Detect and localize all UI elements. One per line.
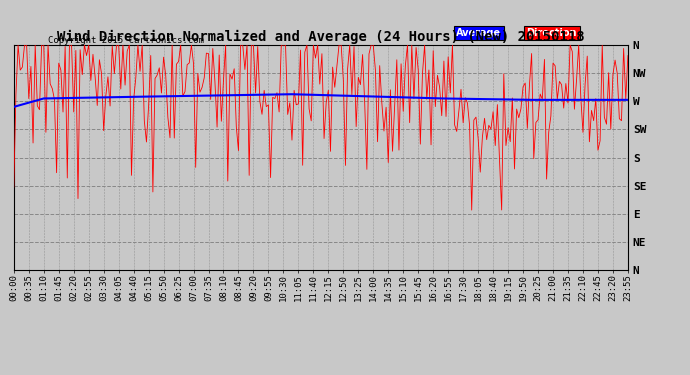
Text: Average: Average xyxy=(456,28,501,38)
Title: Wind Direction Normalized and Average (24 Hours) (New) 20150118: Wind Direction Normalized and Average (2… xyxy=(57,30,584,44)
Text: Direction: Direction xyxy=(526,28,577,38)
Text: Copyright 2015 Cartronics.com: Copyright 2015 Cartronics.com xyxy=(48,36,204,45)
